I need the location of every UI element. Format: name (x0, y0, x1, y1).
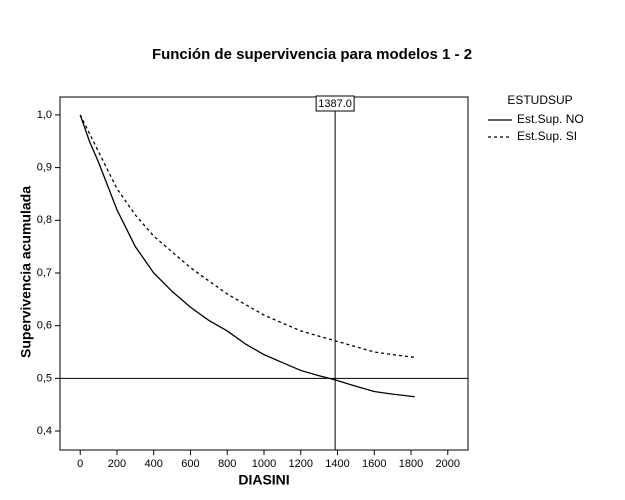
y-tick-label: 0,8 (37, 214, 52, 226)
x-tick-label: 0 (77, 458, 83, 470)
x-tick-label: 800 (218, 458, 236, 470)
chart-title: Función de supervivencia para modelos 1 … (152, 46, 472, 63)
y-tick-label: 0,5 (37, 372, 52, 384)
x-tick-label: 2000 (436, 458, 460, 470)
y-axis-label: Supervivencia acumulada (18, 186, 34, 358)
y-tick-label: 1,0 (37, 109, 52, 121)
x-tick-label: 1600 (362, 458, 386, 470)
x-tick-label: 1200 (289, 458, 313, 470)
reference-label-box (315, 95, 355, 112)
x-tick-label: 1400 (325, 458, 349, 470)
plot-area (59, 96, 469, 451)
reference-label: 1387.0 (318, 98, 352, 110)
survival-line (79, 114, 415, 358)
x-tick-label: 1000 (252, 458, 276, 470)
y-tick-label: 0,9 (37, 162, 52, 174)
x-tick-label: 200 (108, 458, 126, 470)
legend-label: Est.Sup. SI (517, 129, 577, 143)
y-tick-label: 0,6 (37, 320, 52, 332)
survival-line (79, 114, 415, 398)
y-tick-label: 0,4 (37, 425, 52, 437)
y-tick-label: 0,7 (37, 267, 52, 279)
x-tick-label: 400 (145, 458, 163, 470)
x-axis-label: DIASINI (238, 472, 289, 488)
legend-title: ESTUDSUP (507, 93, 572, 107)
x-tick-label: 600 (181, 458, 199, 470)
legend-label: Est.Sup. NO (517, 112, 584, 126)
x-tick-label: 1800 (399, 458, 423, 470)
